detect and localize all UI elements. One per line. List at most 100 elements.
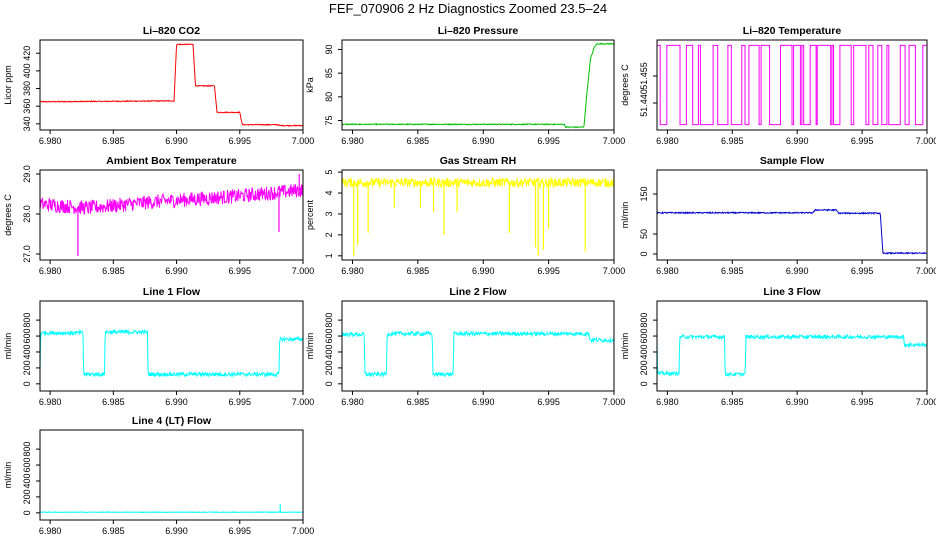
- chart-panel-3: Li–820 Temperature degrees C 6.980 6.985 6.9…: [620, 25, 936, 146]
- x-tick-label: 6.995: [229, 397, 252, 407]
- chart-panel-7: Line 1 Flow ml/min 6.980 6.985 6.990 6.995 7.0…: [3, 286, 314, 407]
- x-tick-label: 6.995: [851, 266, 874, 276]
- y-tick-label: 3: [324, 211, 334, 216]
- x-tick-label: 6.985: [102, 397, 125, 407]
- y-axis-label: ml/min: [620, 333, 630, 360]
- x-tick-label: 6.980: [39, 526, 62, 536]
- y-axis-label: ml/min: [620, 202, 630, 229]
- y-tick-label: 150: [639, 186, 649, 201]
- y-tick-label: 90: [324, 44, 334, 54]
- y-tick-label: 200: [22, 360, 32, 375]
- y-axis-label: kPa: [305, 77, 315, 93]
- y-tick-label: 400: [324, 344, 334, 359]
- plot-frame: [39, 169, 304, 261]
- y-tick-label: 800: [22, 442, 32, 457]
- x-tick-label: 6.995: [537, 136, 560, 146]
- x-tick-label: 7.000: [916, 266, 936, 276]
- x-tick-label: 6.990: [165, 136, 188, 146]
- x-tick-label: 6.985: [102, 136, 125, 146]
- chart-panel-4: Ambient Box Temperature degrees C 6.980 6.9…: [3, 155, 314, 276]
- y-tick-label: 28.0: [22, 205, 32, 223]
- y-tick-label: 200: [324, 360, 334, 375]
- series-line: [39, 328, 304, 378]
- x-tick-label: 6.980: [39, 136, 62, 146]
- chart-panel-8: Line 2 Flow ml/min 6.980 6.985 6.990 6.995 7.0…: [305, 286, 625, 407]
- plot-frame: [656, 300, 928, 392]
- x-tick-label: 6.995: [229, 266, 252, 276]
- y-tick-label: 600: [22, 329, 32, 344]
- chart-panel-9: Line 3 Flow ml/min 6.980 6.985 6.990 6.995 7.0…: [620, 286, 936, 407]
- x-tick-label: 6.990: [165, 526, 188, 536]
- x-tick-label: 7.000: [916, 136, 936, 146]
- y-tick-label: 800: [22, 313, 32, 328]
- panel-title: Line 2 Flow: [449, 286, 507, 298]
- y-tick-label: 80: [324, 92, 334, 102]
- figure-title: FEF_070906 2 Hz Diagnostics Zoomed 23.5–…: [328, 1, 608, 16]
- panel-title: Li–820 CO2: [143, 25, 200, 37]
- x-tick-label: 6.985: [721, 397, 744, 407]
- series-line: [656, 208, 928, 255]
- plot-frame: [341, 300, 615, 392]
- x-tick-label: 7.000: [292, 266, 315, 276]
- panel-title: Line 3 Flow: [763, 286, 821, 298]
- x-tick-label: 6.995: [229, 526, 252, 536]
- y-tick-label: 400: [639, 344, 649, 359]
- y-axis-label: degrees C: [620, 64, 630, 106]
- plot-frame: [656, 169, 928, 261]
- plot-frame: [656, 39, 928, 131]
- panel-title: Ambient Box Temperature: [106, 155, 237, 167]
- y-tick-label: 200: [639, 360, 649, 375]
- x-tick-label: 7.000: [603, 397, 626, 407]
- x-tick-label: 6.980: [39, 397, 62, 407]
- plot-frame: [39, 300, 304, 392]
- x-tick-label: 6.985: [407, 266, 430, 276]
- plot-frame: [39, 39, 304, 131]
- y-tick-label: 800: [324, 313, 334, 328]
- y-tick-label: 51.455: [639, 62, 649, 90]
- panel-title: Line 1 Flow: [143, 286, 201, 298]
- x-tick-label: 6.990: [165, 397, 188, 407]
- y-tick-label: 2: [324, 232, 334, 237]
- x-tick-label: 7.000: [916, 397, 936, 407]
- x-tick-label: 6.995: [229, 136, 252, 146]
- y-tick-label: 400: [22, 63, 32, 78]
- series-line: [341, 176, 615, 189]
- y-tick-label: 380: [22, 81, 32, 96]
- series-line: [39, 184, 304, 215]
- y-axis-label: Licor ppm: [3, 65, 13, 105]
- y-axis-label: ml/min: [3, 333, 13, 360]
- x-tick-label: 7.000: [292, 526, 315, 536]
- x-tick-label: 6.985: [102, 526, 125, 536]
- series-line: [341, 329, 615, 378]
- y-tick-label: 340: [22, 116, 32, 131]
- x-tick-label: 6.990: [786, 136, 809, 146]
- x-tick-label: 6.990: [472, 397, 495, 407]
- y-tick-label: 51.440: [639, 89, 649, 117]
- series-line: [39, 511, 304, 514]
- x-tick-label: 6.995: [537, 397, 560, 407]
- chart-panel-10: Line 4 (LT) Flow ml/min 6.980 6.985 6.990 6.9…: [3, 415, 314, 536]
- x-tick-label: 6.985: [407, 136, 430, 146]
- y-tick-label: 0: [22, 381, 32, 386]
- chart-panel-2: Li–820 Pressure kPa 6.980 6.985 6.990 6.995 7.…: [305, 25, 625, 146]
- series-line: [341, 42, 615, 129]
- x-tick-label: 6.990: [786, 266, 809, 276]
- y-tick-label: 420: [22, 46, 32, 61]
- panel-title: Line 4 (LT) Flow: [132, 415, 212, 427]
- panel-title: Sample Flow: [760, 155, 825, 167]
- x-tick-label: 6.980: [39, 266, 62, 276]
- y-tick-label: 600: [324, 329, 334, 344]
- y-tick-label: 50: [639, 229, 649, 239]
- x-tick-label: 7.000: [292, 136, 315, 146]
- x-tick-label: 6.980: [656, 136, 679, 146]
- x-tick-label: 6.990: [472, 266, 495, 276]
- x-tick-label: 6.980: [656, 397, 679, 407]
- y-tick-label: 75: [324, 116, 334, 126]
- y-tick-label: 360: [22, 99, 32, 114]
- y-tick-label: 0: [324, 381, 334, 386]
- plot-frame: [341, 169, 615, 261]
- x-tick-label: 6.985: [721, 136, 744, 146]
- chart-panel-1: Li–820 CO2 Licor ppm 6.980 6.985 6.990 6.995 7…: [3, 25, 314, 146]
- y-tick-label: 400: [22, 473, 32, 488]
- y-tick-label: 800: [639, 313, 649, 328]
